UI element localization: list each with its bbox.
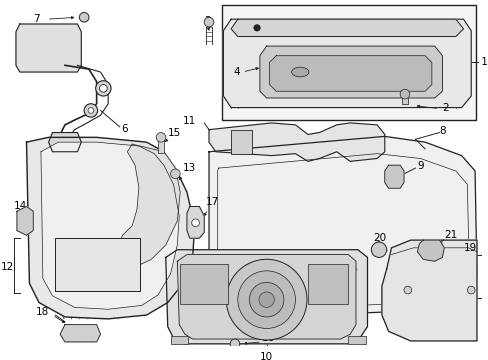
Circle shape [100, 85, 107, 92]
Bar [221, 5, 475, 120]
Text: 3: 3 [204, 16, 210, 26]
Polygon shape [223, 19, 470, 108]
Text: 9: 9 [417, 161, 423, 171]
Circle shape [403, 286, 411, 294]
Circle shape [191, 219, 199, 227]
Text: 4: 4 [233, 67, 239, 77]
Bar [170, 336, 187, 344]
Polygon shape [177, 255, 355, 339]
Text: 7: 7 [33, 14, 40, 24]
Polygon shape [16, 24, 81, 72]
Circle shape [237, 271, 295, 328]
Circle shape [96, 81, 111, 96]
Circle shape [249, 282, 284, 317]
Text: 12: 12 [1, 262, 14, 272]
Circle shape [399, 89, 409, 99]
Text: 20: 20 [373, 233, 386, 243]
Text: 6: 6 [122, 124, 128, 134]
Polygon shape [48, 132, 81, 152]
Text: 19: 19 [463, 243, 476, 253]
Polygon shape [260, 46, 442, 98]
Text: 21: 21 [444, 230, 457, 240]
Text: 13: 13 [183, 163, 196, 173]
Text: 8: 8 [439, 126, 445, 136]
Polygon shape [417, 240, 444, 261]
Circle shape [259, 292, 274, 307]
Ellipse shape [335, 264, 356, 274]
Circle shape [467, 286, 474, 294]
Polygon shape [269, 56, 431, 91]
Circle shape [88, 108, 94, 113]
Text: 5: 5 [110, 166, 117, 176]
Polygon shape [186, 207, 204, 238]
Polygon shape [401, 96, 407, 104]
Text: 11: 11 [183, 116, 196, 126]
Polygon shape [208, 123, 384, 161]
Circle shape [230, 339, 239, 348]
Circle shape [204, 17, 213, 27]
Bar [180, 264, 228, 305]
Bar [231, 130, 252, 154]
Bar [307, 264, 347, 305]
Polygon shape [116, 144, 180, 267]
Circle shape [170, 169, 180, 179]
Text: 18: 18 [35, 307, 48, 317]
Polygon shape [384, 165, 403, 188]
Text: 16: 16 [261, 333, 275, 343]
Bar [158, 139, 163, 153]
Circle shape [226, 259, 306, 340]
Bar [55, 238, 140, 291]
Text: 10: 10 [260, 352, 273, 360]
Bar [347, 336, 365, 344]
Polygon shape [381, 240, 476, 341]
Circle shape [79, 13, 89, 22]
Text: 17: 17 [206, 197, 219, 207]
Circle shape [156, 132, 165, 142]
Polygon shape [17, 207, 33, 235]
Text: 1: 1 [477, 58, 487, 67]
Polygon shape [231, 19, 463, 36]
Circle shape [370, 242, 386, 257]
Polygon shape [60, 325, 101, 342]
Polygon shape [26, 138, 194, 319]
Text: 14: 14 [14, 202, 27, 211]
Polygon shape [208, 136, 476, 317]
Circle shape [254, 25, 260, 31]
Text: 15: 15 [167, 127, 181, 138]
Polygon shape [165, 250, 367, 344]
Text: 2: 2 [442, 103, 448, 113]
Circle shape [84, 104, 98, 117]
Polygon shape [41, 142, 179, 309]
Ellipse shape [291, 67, 308, 77]
